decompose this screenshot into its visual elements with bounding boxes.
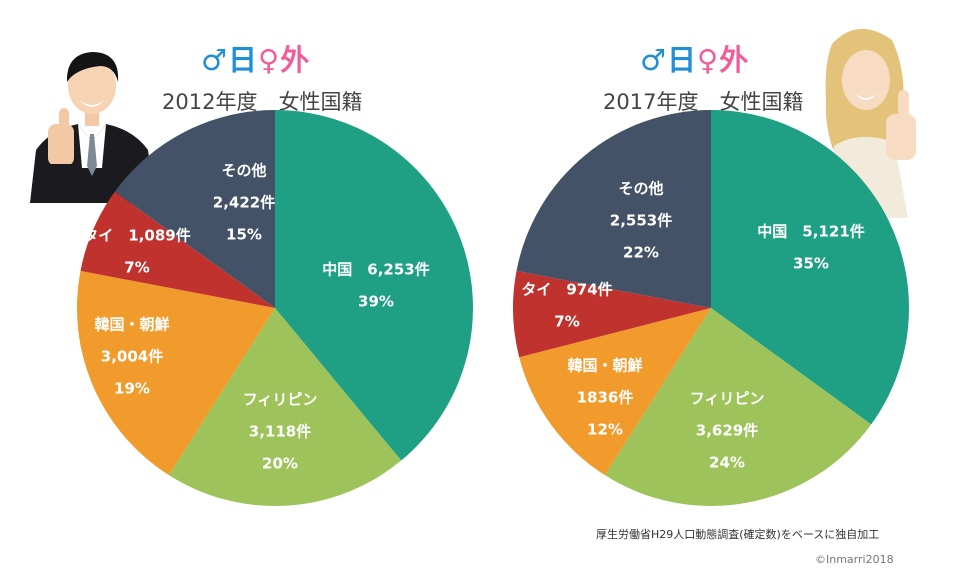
slice-label-percent: 12% — [587, 421, 623, 439]
pie-2017: 中国 5,121件 35% フィリピン 3,629件 24% 韓国・朝鮮 1836件 12% タ… — [513, 110, 910, 507]
slice-label-percent: 19% — [114, 380, 150, 398]
businessman-illustration — [30, 52, 155, 203]
female-symbol-icon: ♀ — [697, 43, 720, 77]
pie-slice-thai — [513, 270, 711, 358]
slice-label-name: その他 — [618, 180, 663, 198]
slice-label-name: フィリピン — [243, 391, 318, 409]
slice-label-name-count: 中国 5,121件 — [757, 223, 864, 241]
slice-label-name: その他 — [221, 162, 266, 180]
pie-slice-philippines — [168, 308, 402, 506]
right-chart-title: ♂日♀外 — [640, 37, 749, 79]
pie-slice-thai — [80, 191, 275, 308]
slice-label-name: フィリピン — [690, 390, 765, 408]
title-day-char: 日 — [667, 43, 698, 77]
slice-label-name-count: タイ 1,089件 — [83, 227, 190, 245]
left-chart-title: ♂日♀外 — [201, 37, 310, 79]
slice-label-name-count: タイ 974件 — [521, 281, 612, 299]
pie-slice-korea — [77, 270, 275, 476]
pie-slice-china — [711, 110, 910, 425]
title-foreign-char: 外 — [719, 43, 750, 77]
female-symbol-icon: ♀ — [258, 43, 281, 77]
slice-label-name: 韓国・朝鮮 — [94, 316, 169, 334]
slice-label-count: 3,004件 — [101, 348, 163, 366]
slice-label-percent: 7% — [124, 259, 149, 277]
slice-label-count: 2,422件 — [213, 194, 275, 212]
slice-label-name: 韓国・朝鮮 — [567, 357, 642, 375]
slice-label-percent: 20% — [262, 455, 298, 473]
pie-slice-philippines — [604, 308, 872, 507]
slice-label-name-count: 中国 6,253件 — [322, 261, 429, 279]
slice-label-percent: 15% — [226, 226, 262, 244]
slice-label-count: 1836件 — [577, 389, 634, 407]
slice-label-count: 2,553件 — [610, 212, 672, 230]
pie-slice-other — [114, 109, 275, 308]
slice-label-percent: 35% — [793, 255, 829, 273]
pie-2012: 中国 6,253件 39% フィリピン 3,118件 20% 韓国・朝鮮 3,004件 19%… — [77, 109, 473, 506]
slice-label-count: 3,118件 — [249, 423, 311, 441]
slice-label-percent: 39% — [358, 293, 394, 311]
title-foreign-char: 外 — [280, 43, 311, 77]
pie-slice-other — [516, 110, 711, 308]
pie-slice-korea — [519, 308, 711, 476]
left-chart-subtitle: 2012年度 女性国籍 — [162, 90, 363, 114]
male-symbol-icon: ♂ — [201, 43, 228, 77]
male-symbol-icon: ♂ — [640, 43, 667, 77]
slice-label-percent: 7% — [554, 313, 579, 331]
slice-label-count: 3,629件 — [696, 422, 758, 440]
slice-label-percent: 22% — [623, 244, 659, 262]
right-chart-subtitle: 2017年度 女性国籍 — [603, 90, 804, 114]
copyright: ©Inmarri2018 — [815, 553, 894, 566]
slice-label-percent: 24% — [709, 454, 745, 472]
title-day-char: 日 — [228, 43, 259, 77]
pie-slice-china — [275, 110, 473, 461]
source-note: 厚生労働省H29人口動態調査(確定数)をベースに独自加工 — [596, 528, 880, 541]
